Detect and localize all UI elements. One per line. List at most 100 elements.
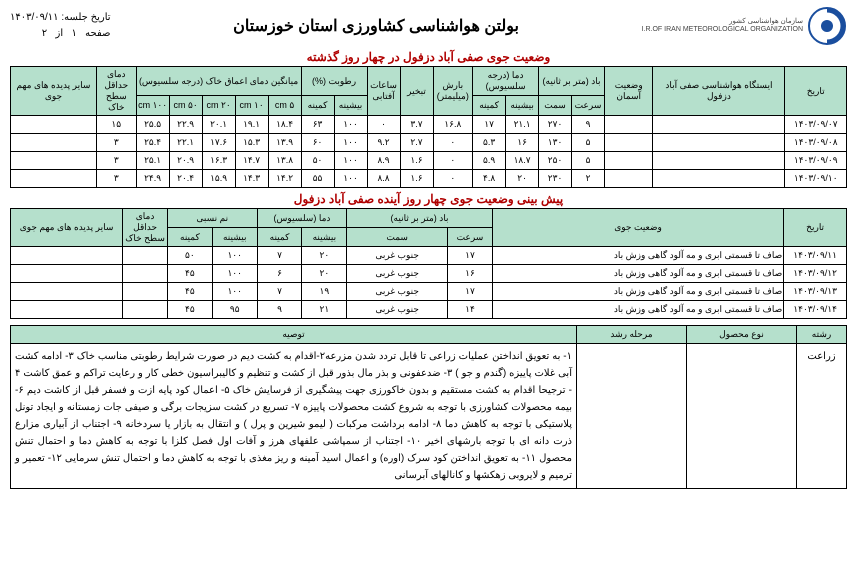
org-name-fa: سازمان هواشناسی کشور bbox=[642, 18, 803, 26]
cell bbox=[605, 134, 653, 152]
cell: ۲.۷ bbox=[400, 134, 433, 152]
cell: ۵۵ bbox=[301, 170, 334, 188]
org-name-en: I.R.OF IRAN METEOROLOGICAL ORGANIZATION bbox=[642, 26, 803, 34]
org-logo-icon bbox=[807, 6, 847, 46]
cell bbox=[605, 170, 653, 188]
th-date: تاریخ bbox=[785, 67, 847, 116]
table-row: ۱۴۰۳/۰۹/۱۲صاف تا قسمتی ابری و مه آلود گا… bbox=[11, 265, 847, 283]
cell bbox=[123, 283, 168, 301]
th-temp-min: کمینه bbox=[473, 96, 506, 116]
th-wind: باد (متر بر ثانیه) bbox=[539, 67, 605, 96]
th-temp-max: بیشینه bbox=[506, 96, 539, 116]
table-row: ۱۴۰۳/۰۹/۰۸۵۱۳۰۱۶۵.۳۰۲.۷۹.۲۱۰۰۶۰۱۳.۹۱۵.۳۱… bbox=[11, 134, 847, 152]
cell: ۲۳۰ bbox=[539, 170, 572, 188]
cell: ۲۰ bbox=[302, 265, 347, 283]
cell: ۰ bbox=[367, 116, 400, 134]
header: سازمان هواشناسی کشور I.R.OF IRAN METEORO… bbox=[10, 6, 847, 46]
cell: ۴۵ bbox=[167, 265, 212, 283]
cell: ۳ bbox=[96, 134, 136, 152]
adv-th-stage: مرحله رشد bbox=[577, 326, 687, 344]
cell: ۴۵ bbox=[167, 301, 212, 319]
th-d10: ۱۰ cm bbox=[235, 96, 268, 116]
cell: ۲۰.۹ bbox=[169, 152, 202, 170]
cell: ۰ bbox=[433, 170, 473, 188]
cell: ۱۴۰۳/۰۹/۱۳ bbox=[784, 283, 847, 301]
cell: ۷ bbox=[257, 283, 302, 301]
cell: ۱۳۰ bbox=[539, 134, 572, 152]
cell bbox=[11, 247, 123, 265]
fc-th-rhmax: بیشینه bbox=[212, 228, 257, 247]
cell: ۱۰۰ bbox=[212, 265, 257, 283]
cell: ۱۷ bbox=[473, 116, 506, 134]
cell bbox=[11, 152, 97, 170]
th-sky: وضعیت آسمان bbox=[605, 67, 653, 116]
cell: ۹۵ bbox=[212, 301, 257, 319]
cell: جنوب غربی bbox=[347, 247, 448, 265]
cell: ۲۴.۹ bbox=[136, 170, 169, 188]
th-hum: رطوبت (%) bbox=[301, 67, 367, 96]
cell: ۱۰۰ bbox=[334, 134, 367, 152]
cell: ۱۰۰ bbox=[334, 116, 367, 134]
fc-th-tmin: کمینه bbox=[257, 228, 302, 247]
th-soil: میانگین دمای اعماق خاک (درجه سلسیوس) bbox=[136, 67, 301, 96]
cell bbox=[123, 301, 168, 319]
cell: ۶ bbox=[257, 265, 302, 283]
fc-th-rh: نم نسبی bbox=[167, 209, 257, 228]
adv-field: زراعت bbox=[797, 344, 847, 489]
fc-th-tmax: بیشینه bbox=[302, 228, 347, 247]
table1-title: وضعیت جوی صفی آباد دزفول در چهار روز گذش… bbox=[10, 50, 847, 64]
cell: صاف تا قسمتی ابری و مه آلود گاهی وزش باد bbox=[492, 301, 783, 319]
table-row: ۱۴۰۳/۰۹/۰۹۵۲۵۰۱۸.۷۵.۹۰۱.۶۸.۹۱۰۰۵۰۱۳.۸۱۴.… bbox=[11, 152, 847, 170]
cell: ۵ bbox=[572, 152, 605, 170]
advice-table: رشته نوع محصول مرحله رشد توصیه زراعت ۱- … bbox=[10, 325, 847, 489]
cell: ۶۳ bbox=[301, 116, 334, 134]
th-d20: ۲۰ cm bbox=[202, 96, 235, 116]
cell: جنوب غربی bbox=[347, 301, 448, 319]
fc-th-ws: سرعت bbox=[448, 228, 493, 247]
cell: صاف تا قسمتی ابری و مه آلود گاهی وزش باد bbox=[492, 283, 783, 301]
fc-th-rhmin: کمینه bbox=[167, 228, 212, 247]
th-d100: ۱۰۰ cm bbox=[136, 96, 169, 116]
cell: ۱۴۰۳/۰۹/۱۱ bbox=[784, 247, 847, 265]
cell: ۱۰۰ bbox=[212, 247, 257, 265]
cell: ۱۸.۷ bbox=[506, 152, 539, 170]
cell: ۳ bbox=[96, 170, 136, 188]
th-wind-speed: سرعت bbox=[572, 96, 605, 116]
cell: ۳.۷ bbox=[400, 116, 433, 134]
cell: ۲۰ bbox=[302, 247, 347, 265]
cell: ۵۰ bbox=[167, 247, 212, 265]
fc-th-wd: سمت bbox=[347, 228, 448, 247]
cell: ۱۰۰ bbox=[212, 283, 257, 301]
cell bbox=[11, 134, 97, 152]
cell bbox=[11, 265, 123, 283]
cell: ۷ bbox=[257, 247, 302, 265]
cell: ۱۴.۳ bbox=[235, 170, 268, 188]
cell: ۱۶.۳ bbox=[202, 152, 235, 170]
fc-th-wind: باد (متر بر ثانیه) bbox=[347, 209, 493, 228]
page-title: بولتن هواشناسی کشاورزی استان خوزستان bbox=[111, 16, 642, 36]
th-wind-dir: سمت bbox=[539, 96, 572, 116]
cell: ۲۲.۹ bbox=[169, 116, 202, 134]
cell: ۱۰۰ bbox=[334, 170, 367, 188]
cell: ۲۷۰ bbox=[539, 116, 572, 134]
cell: جنوب غربی bbox=[347, 283, 448, 301]
cell: ۱۵ bbox=[96, 116, 136, 134]
adv-crop bbox=[687, 344, 797, 489]
cell: ۱۶ bbox=[506, 134, 539, 152]
cell: ۲۰.۱ bbox=[202, 116, 235, 134]
cell: ۶۰ bbox=[301, 134, 334, 152]
cell: ۲۱.۱ bbox=[506, 116, 539, 134]
meta-box: تاریخ جلسه: ۱۴۰۳/۰۹/۱۱ صفحه ۱ از ۲ bbox=[10, 10, 111, 42]
adv-th-crop: نوع محصول bbox=[687, 326, 797, 344]
cell: ۴۵ bbox=[167, 283, 212, 301]
fc-th-temp: دما (سلسیوس) bbox=[257, 209, 347, 228]
cell: جنوب غربی bbox=[347, 265, 448, 283]
cell: ۲۱ bbox=[302, 301, 347, 319]
cell: ۱۰۰ bbox=[334, 152, 367, 170]
cell: ۱۶ bbox=[448, 265, 493, 283]
cell: ۹ bbox=[572, 116, 605, 134]
cell: ۱۴۰۳/۰۹/۱۲ bbox=[784, 265, 847, 283]
adv-stage bbox=[577, 344, 687, 489]
cell bbox=[11, 170, 97, 188]
cell: ۱۴۰۳/۰۹/۰۷ bbox=[785, 116, 847, 134]
